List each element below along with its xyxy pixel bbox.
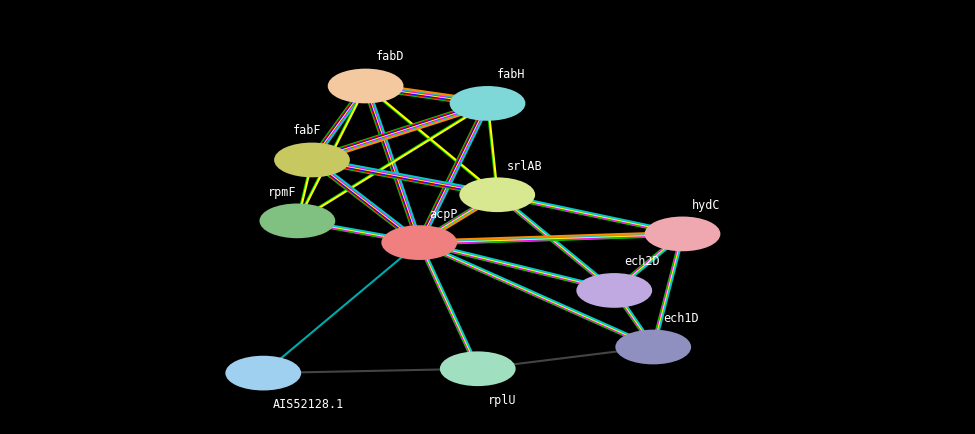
Text: rpmF: rpmF (268, 185, 296, 198)
Text: ech1D: ech1D (663, 311, 699, 324)
Text: AIS52128.1: AIS52128.1 (273, 398, 344, 411)
Circle shape (275, 144, 349, 177)
Circle shape (382, 227, 456, 260)
Circle shape (577, 274, 651, 307)
Circle shape (450, 88, 525, 121)
Text: rplU: rplU (488, 393, 516, 406)
Circle shape (226, 357, 300, 390)
Circle shape (645, 218, 720, 251)
Circle shape (616, 331, 690, 364)
Text: fabH: fabH (497, 68, 526, 81)
Circle shape (260, 205, 334, 238)
Text: fabF: fabF (292, 124, 321, 137)
Circle shape (441, 352, 515, 385)
Circle shape (460, 179, 534, 212)
Text: fabD: fabD (375, 50, 404, 63)
Text: acpP: acpP (429, 207, 457, 220)
Text: hydC: hydC (692, 198, 721, 211)
Text: srlAB: srlAB (507, 159, 543, 172)
Text: ech2D: ech2D (624, 255, 660, 268)
Circle shape (329, 70, 403, 103)
